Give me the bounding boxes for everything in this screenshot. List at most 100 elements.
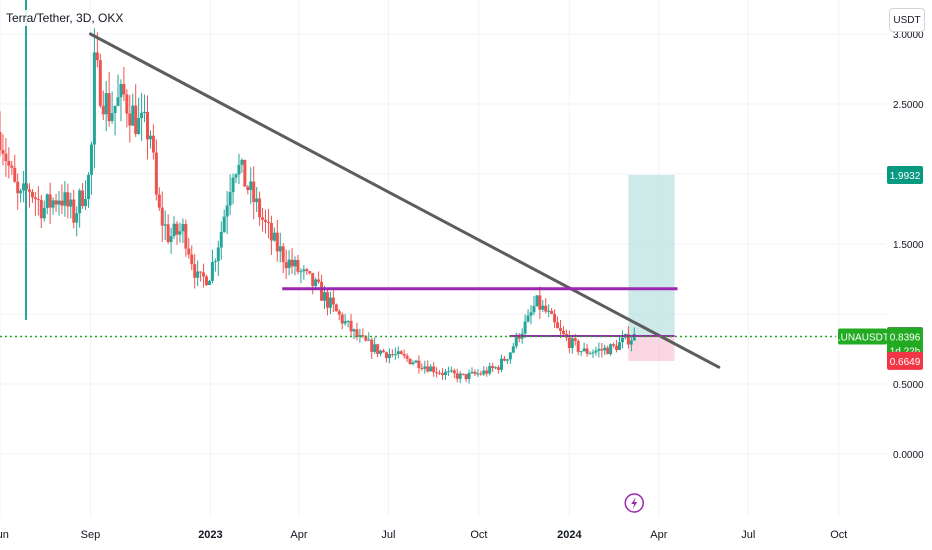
candle-body	[151, 135, 155, 153]
candle-body	[438, 372, 442, 374]
candle-body	[84, 199, 88, 207]
candle-body	[202, 272, 206, 277]
lightning-bolt	[631, 497, 638, 509]
x-tick-label: 2024	[557, 529, 582, 541]
candle-body	[328, 297, 332, 308]
candle-body	[36, 199, 40, 201]
candle-body	[261, 217, 265, 220]
candle-body	[594, 350, 598, 353]
candle-body	[16, 181, 20, 194]
candle-body	[396, 351, 400, 355]
candle-body	[514, 334, 518, 347]
candle-body	[134, 105, 138, 135]
candle-body	[72, 199, 76, 223]
candle-body	[559, 328, 563, 331]
x-tick-label: Jul	[381, 529, 395, 541]
candle-body	[526, 315, 530, 322]
candle-body	[169, 236, 173, 243]
candle-body	[585, 348, 589, 354]
candle-body	[308, 271, 312, 274]
candle-body	[541, 305, 545, 310]
candle-body	[293, 260, 297, 267]
candle-body	[379, 350, 383, 354]
candle-body	[30, 191, 34, 198]
candle-body	[222, 216, 226, 232]
candle-body	[361, 335, 365, 337]
candle-body	[553, 313, 557, 323]
candle-body	[600, 349, 604, 351]
candle-body	[570, 338, 574, 348]
candle-body	[399, 351, 403, 354]
candle-body	[205, 276, 209, 285]
current-price-badge	[887, 327, 923, 360]
candle-body	[125, 94, 129, 114]
trendline[interactable]	[88, 32, 721, 369]
current-price-label: 0.8396	[890, 332, 921, 343]
candle-body	[311, 273, 315, 287]
candle-body	[538, 295, 542, 310]
y-tick-label: 2.5000	[893, 100, 924, 111]
target-price-badge	[887, 165, 923, 184]
candle-body	[573, 338, 577, 341]
candle-body	[488, 366, 492, 374]
candle-body	[618, 342, 622, 351]
candle-body	[89, 144, 93, 175]
x-tick-label: Oct	[830, 529, 847, 541]
candle-body	[95, 52, 99, 61]
candle-body	[482, 370, 486, 375]
candle-body	[60, 200, 64, 206]
candle-body	[287, 259, 291, 269]
candle-body	[255, 198, 259, 203]
candle-body	[163, 224, 167, 226]
candle-body	[334, 304, 338, 312]
candle-body	[523, 321, 527, 334]
candle-body	[302, 269, 306, 272]
candle-body	[582, 348, 586, 352]
candle-body	[33, 197, 37, 200]
candle-body	[66, 192, 70, 207]
candle-body	[113, 105, 117, 114]
candle-body	[184, 224, 188, 249]
candle-body	[550, 310, 554, 314]
candle-body	[290, 259, 294, 267]
candle-body	[81, 190, 85, 207]
candle-body	[405, 355, 409, 359]
candle-body	[508, 352, 512, 360]
candle-body	[278, 246, 282, 252]
candle-body	[408, 358, 412, 365]
candle-body	[51, 200, 55, 208]
candle-body	[75, 213, 79, 223]
candle-body	[343, 321, 347, 324]
candle-body	[1, 150, 5, 154]
symbol-tag-label: LUNAUSDT	[835, 332, 889, 343]
candle-body	[364, 336, 368, 341]
candle-body	[10, 165, 14, 168]
candle-body	[116, 97, 120, 106]
candle-body	[57, 200, 61, 205]
candle-body	[420, 368, 424, 370]
candle-body	[325, 292, 329, 308]
candle-body	[352, 329, 356, 332]
candle-body	[78, 190, 82, 214]
candle-body	[479, 373, 483, 375]
candle-body	[432, 366, 436, 373]
candle-body	[231, 177, 235, 193]
candle-body	[269, 223, 273, 241]
candle-body	[591, 352, 595, 354]
stop-price-badge	[887, 351, 923, 370]
candle-body	[275, 232, 279, 252]
candle-body	[370, 339, 374, 352]
candle-body	[317, 279, 321, 282]
candle-body	[122, 83, 126, 95]
candle-body	[620, 337, 624, 343]
currency-button[interactable]: USDT	[889, 8, 925, 32]
candle-body	[107, 93, 111, 122]
candle-body	[367, 339, 371, 341]
candle-body	[160, 207, 164, 226]
candle-body	[143, 111, 147, 113]
candle-body	[382, 350, 386, 353]
candle-body	[355, 329, 359, 337]
candle-body	[491, 366, 495, 369]
candle-body	[181, 224, 185, 232]
